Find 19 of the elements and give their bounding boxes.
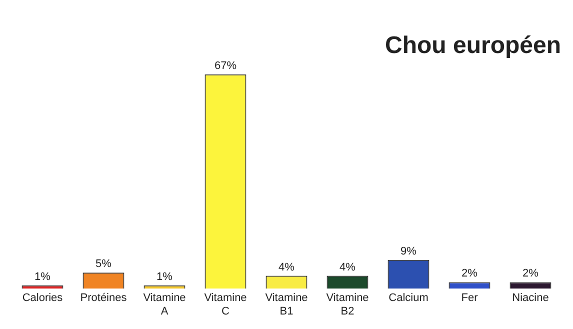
data-label: 1% [156,270,173,283]
data-label: 67% [214,60,237,72]
x-tick-label: Vitamine A [143,292,186,318]
x-tick-label: Calories [22,292,64,304]
x-tick-label: Vitamine C [204,292,247,318]
data-label: 2% [462,268,478,280]
data-label: 5% [96,258,112,270]
x-tick-label: Protéines [80,292,128,304]
x-tick-label: Calcium [388,292,428,304]
data-label: 4% [340,261,356,274]
x-tick-label: Vitamine B1 [265,292,308,318]
data-label: 1% [34,270,51,283]
x-tick-label: Vitamine B2 [326,292,369,318]
x-tick-label: Niacine [512,292,549,304]
data-label: 9% [400,245,417,258]
x-tick-label: Fer [461,292,478,304]
data-label: 2% [522,268,539,280]
chart-title: Chou européen [384,32,561,60]
data-label: 4% [278,261,295,274]
